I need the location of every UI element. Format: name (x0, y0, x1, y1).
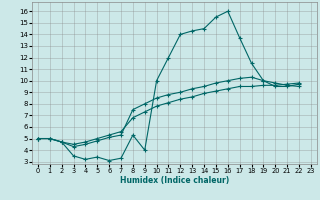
X-axis label: Humidex (Indice chaleur): Humidex (Indice chaleur) (120, 176, 229, 185)
